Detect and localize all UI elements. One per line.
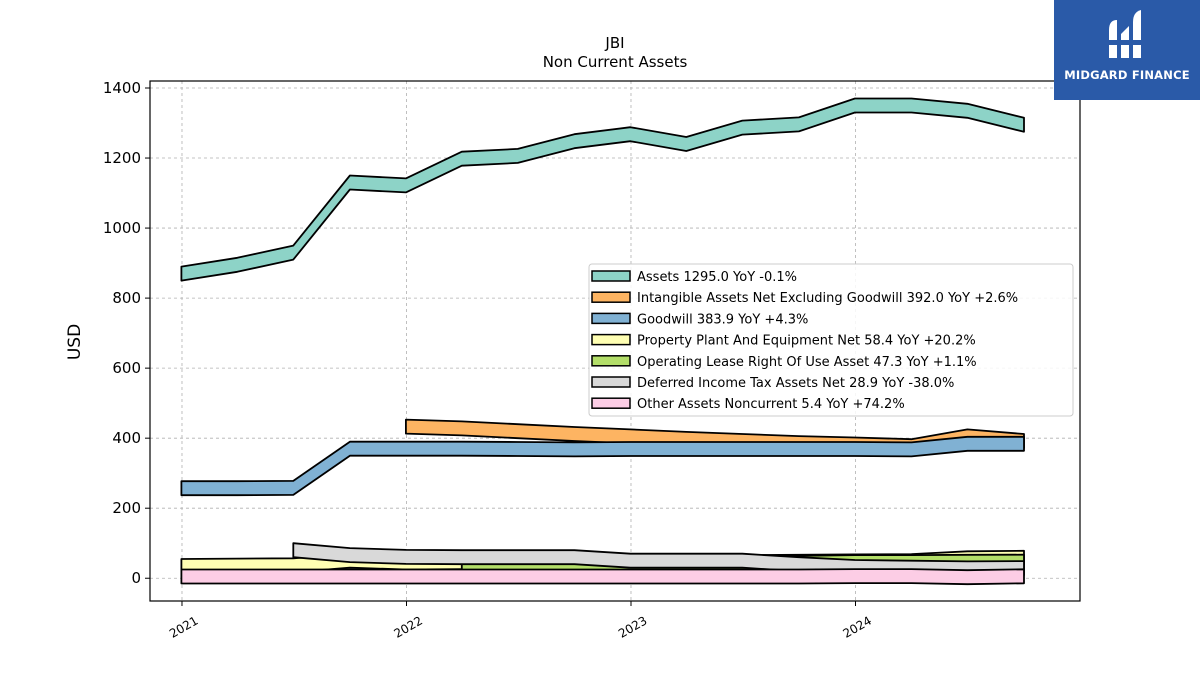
legend-label-0: Assets 1295.0 YoY -0.1% [637,270,797,285]
brand-name: MIDGARD FINANCE [1064,68,1190,82]
legend-swatch-2 [591,312,631,325]
legend-swatch-5 [591,376,631,388]
chart-subtitle: Non Current Assets [543,53,688,71]
series-band-2 [180,435,1025,497]
y-tick-label: 200 [112,499,141,517]
y-tick-label: 800 [112,289,141,307]
plot-frame [149,80,1081,602]
y-axis-label: USD [65,324,85,360]
y-tick-label: 1400 [103,79,141,97]
series-band-6 [180,568,1025,586]
legend-label-3: Property Plant And Equipment Net 58.4 Yo… [637,334,976,349]
chart-title: JBI [604,34,624,52]
legend-label-5: Deferred Income Tax Assets Net 28.9 YoY … [637,376,954,391]
legend-swatch-3 [591,333,631,346]
legend-label-2: Goodwill 383.9 YoY +4.3% [637,312,808,327]
legend-swatch-6 [591,397,631,409]
y-tick-label: 1000 [103,219,141,237]
y-tick-label: 600 [112,359,141,377]
y-tick-label: 400 [112,429,141,447]
legend-swatch-4 [591,355,631,367]
series-band-0 [180,97,1025,282]
legend: Assets 1295.0 YoY -0.1% Intangible Assets… [588,263,1074,417]
legend-swatch-1 [591,291,631,303]
legend-box [588,263,1074,417]
legend-swatch-0 [591,270,631,282]
legend-label-6: Other Assets Noncurrent 5.4 YoY +74.2% [637,397,905,412]
logo-mark-icon [1109,10,1141,58]
legend-label-1: Intangible Assets Net Excluding Goodwill… [637,291,1018,306]
series-group [180,97,1025,586]
y-tick-label: 1200 [103,149,141,167]
legend-label-4: Operating Lease Right Of Use Asset 47.3 … [637,355,977,370]
brand-logo: MIDGARD FINANCE [1054,0,1200,100]
y-tick-label: 0 [131,569,141,587]
